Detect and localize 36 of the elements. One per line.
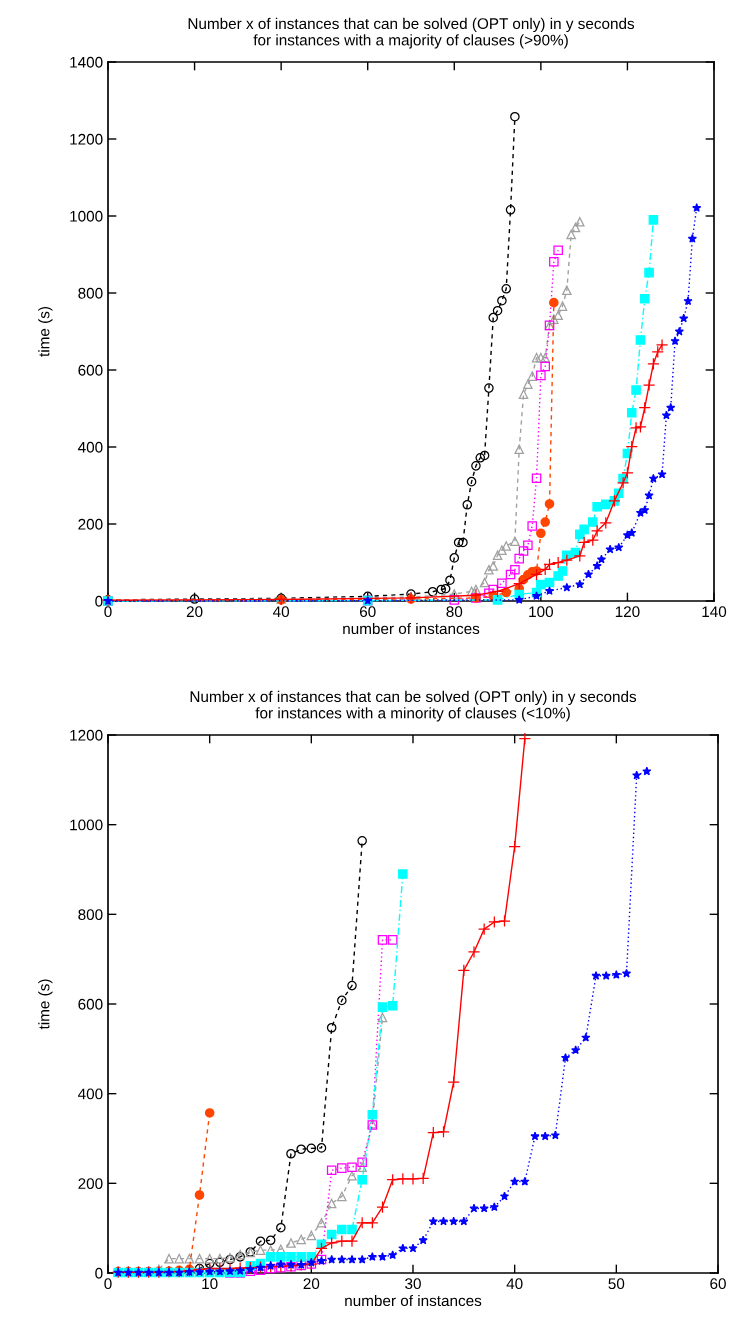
x-tick-label: 20 bbox=[186, 606, 203, 618]
y-axis-title: time (s) bbox=[38, 979, 53, 1030]
y-tick-label: 600 bbox=[78, 364, 103, 376]
y-tick-label: 0 bbox=[95, 1267, 103, 1279]
x-tick-label: 50 bbox=[608, 1278, 625, 1290]
y-tick-label: 400 bbox=[78, 1088, 103, 1100]
x-tick-label: 20 bbox=[303, 1278, 320, 1290]
x-tick-label: 30 bbox=[405, 1278, 421, 1290]
y-tick-label: 1000 bbox=[70, 819, 103, 831]
x-tick-label: 40 bbox=[506, 1278, 523, 1290]
y-tick-label: 800 bbox=[78, 909, 103, 921]
y-tick-label: 1400 bbox=[70, 56, 103, 68]
y-axis-title: time (s) bbox=[38, 306, 53, 357]
y-tick-label: 200 bbox=[78, 1178, 103, 1190]
chart-title: Number x of instances that can be solved (OPT only) in y seconds for instances with a minority of clauses (<10%) bbox=[190, 690, 637, 722]
x-tick-label: 100 bbox=[529, 606, 554, 618]
y-tick-label: 1200 bbox=[70, 729, 103, 741]
x-tick-label: 0 bbox=[104, 606, 112, 618]
y-tick-label: 400 bbox=[78, 441, 103, 453]
y-tick-label: 1200 bbox=[70, 133, 103, 145]
x-tick-label: 120 bbox=[615, 606, 640, 618]
x-axis-title: number of instances bbox=[345, 1294, 482, 1307]
x-tick-label: 40 bbox=[273, 606, 290, 618]
chart-title: Number x of instances that can be solved (OPT only) in y seconds for instances with a majority of clauses (>90%) bbox=[188, 17, 635, 49]
x-tick-label: 0 bbox=[104, 1278, 112, 1290]
x-tick-label: 60 bbox=[710, 1278, 726, 1290]
y-tick-label: 600 bbox=[78, 998, 103, 1010]
x-tick-label: 80 bbox=[446, 606, 463, 618]
y-tick-label: 200 bbox=[78, 518, 103, 530]
y-tick-label: 800 bbox=[78, 287, 103, 299]
x-tick-label: 10 bbox=[202, 1278, 218, 1290]
y-tick-label: 1000 bbox=[70, 210, 103, 222]
y-tick-label: 0 bbox=[95, 595, 103, 607]
x-axis-title: number of instances bbox=[343, 622, 480, 635]
x-tick-label: 140 bbox=[702, 606, 727, 618]
x-tick-label: 60 bbox=[359, 606, 376, 618]
